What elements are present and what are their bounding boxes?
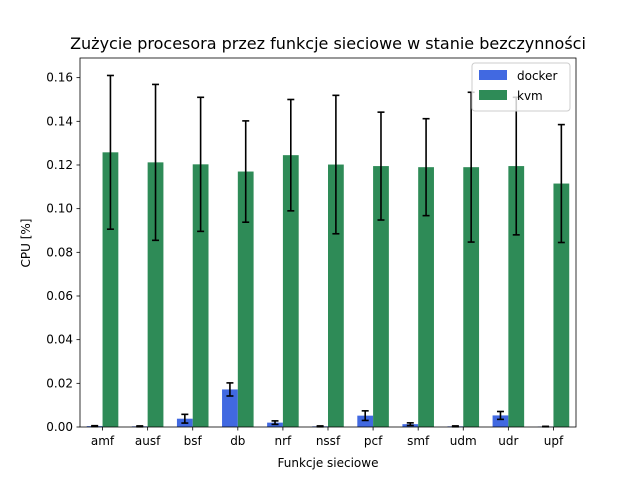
y-tick-label: 0.00 — [46, 420, 73, 434]
x-tick-label: udr — [498, 434, 518, 448]
bar-kvm-db — [237, 171, 254, 427]
bar-kvm-upf — [553, 183, 570, 427]
y-tick-label: 0.12 — [46, 158, 73, 172]
x-tick-label: upf — [544, 434, 564, 448]
y-tick-label: 0.10 — [46, 202, 73, 216]
y-tick-label: 0.14 — [46, 114, 73, 128]
x-tick-label: nrf — [275, 434, 293, 448]
plot-area: 0.00 0.02 0.04 0.06 0.08 0.10 0.12 0.14 0.16 amf a… — [46, 57, 577, 448]
x-tick-label: db — [230, 434, 245, 448]
x-tick-label: smf — [407, 434, 430, 448]
bar-kvm-bsf — [192, 164, 209, 427]
bar-kvm-nssf — [328, 164, 344, 427]
bar-kvm-udm — [463, 167, 480, 427]
x-tick-label: bsf — [184, 434, 203, 448]
bar-kvm-amf — [102, 152, 119, 427]
legend-swatch-kvm — [479, 90, 507, 100]
bar-docker-pcf — [357, 415, 374, 427]
legend-label-kvm: kvm — [517, 89, 543, 103]
x-axis-label: Funkcje sieciowe — [278, 456, 379, 470]
chart-title: Zużycie procesora przez funkcje sieciowe… — [70, 34, 586, 53]
x-tick-label: amf — [91, 434, 115, 448]
legend-label-docker: docker — [517, 69, 557, 83]
bar-kvm-smf — [418, 167, 434, 427]
x-tick-label: udm — [450, 434, 477, 448]
y-tick-label: 0.16 — [46, 71, 73, 85]
bar-kvm-udr — [508, 166, 525, 427]
y-tick-label: 0.08 — [46, 245, 73, 259]
legend: docker kvm — [471, 62, 571, 112]
bar-docker-db — [222, 389, 238, 427]
x-tick-label: pcf — [364, 434, 383, 448]
bar-kvm-pcf — [373, 166, 389, 427]
bar-kvm-nrf — [282, 155, 299, 427]
bar-docker-udr — [492, 415, 509, 427]
bar-kvm-ausf — [147, 162, 164, 427]
x-tick-label: nssf — [316, 434, 341, 448]
y-tick-label: 0.02 — [46, 376, 73, 390]
y-axis-label: CPU [%] — [19, 219, 33, 268]
legend-swatch-docker — [479, 70, 507, 80]
x-tick-label: ausf — [135, 434, 161, 448]
y-tick-label: 0.06 — [46, 289, 73, 303]
y-tick-label: 0.04 — [46, 333, 73, 347]
